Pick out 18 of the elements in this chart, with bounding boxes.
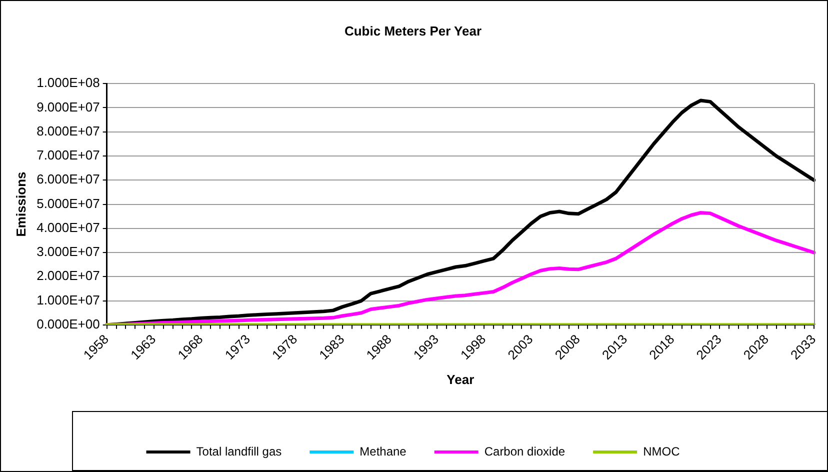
legend-label: Methane xyxy=(360,444,407,458)
y-tick-label: 6.000E+07 xyxy=(36,172,100,187)
y-tick-label: 9.000E+07 xyxy=(36,99,100,114)
y-tick-label: 3.000E+07 xyxy=(36,244,100,260)
chart-title: Cubic Meters Per Year xyxy=(344,23,482,38)
y-tick-label: 7.000E+07 xyxy=(36,148,100,163)
y-axis-title: Emissions xyxy=(13,172,28,237)
y-tick-label: 1.000E+07 xyxy=(36,292,100,308)
y-tick-label: 4.000E+07 xyxy=(36,220,100,235)
x-axis-title: Year xyxy=(446,372,474,387)
y-tick-label: 0.000E+00 xyxy=(36,316,100,332)
legend-label: Total landfill gas xyxy=(196,444,282,458)
y-tick-label: 2.000E+07 xyxy=(36,268,100,284)
legend-label: Carbon dioxide xyxy=(484,444,566,458)
legend-label: NMOC xyxy=(643,444,680,458)
y-tick-label: 5.000E+07 xyxy=(36,196,100,211)
y-tick-label: 8.000E+07 xyxy=(36,123,100,138)
y-tick-label: 1.000E+08 xyxy=(36,75,100,90)
